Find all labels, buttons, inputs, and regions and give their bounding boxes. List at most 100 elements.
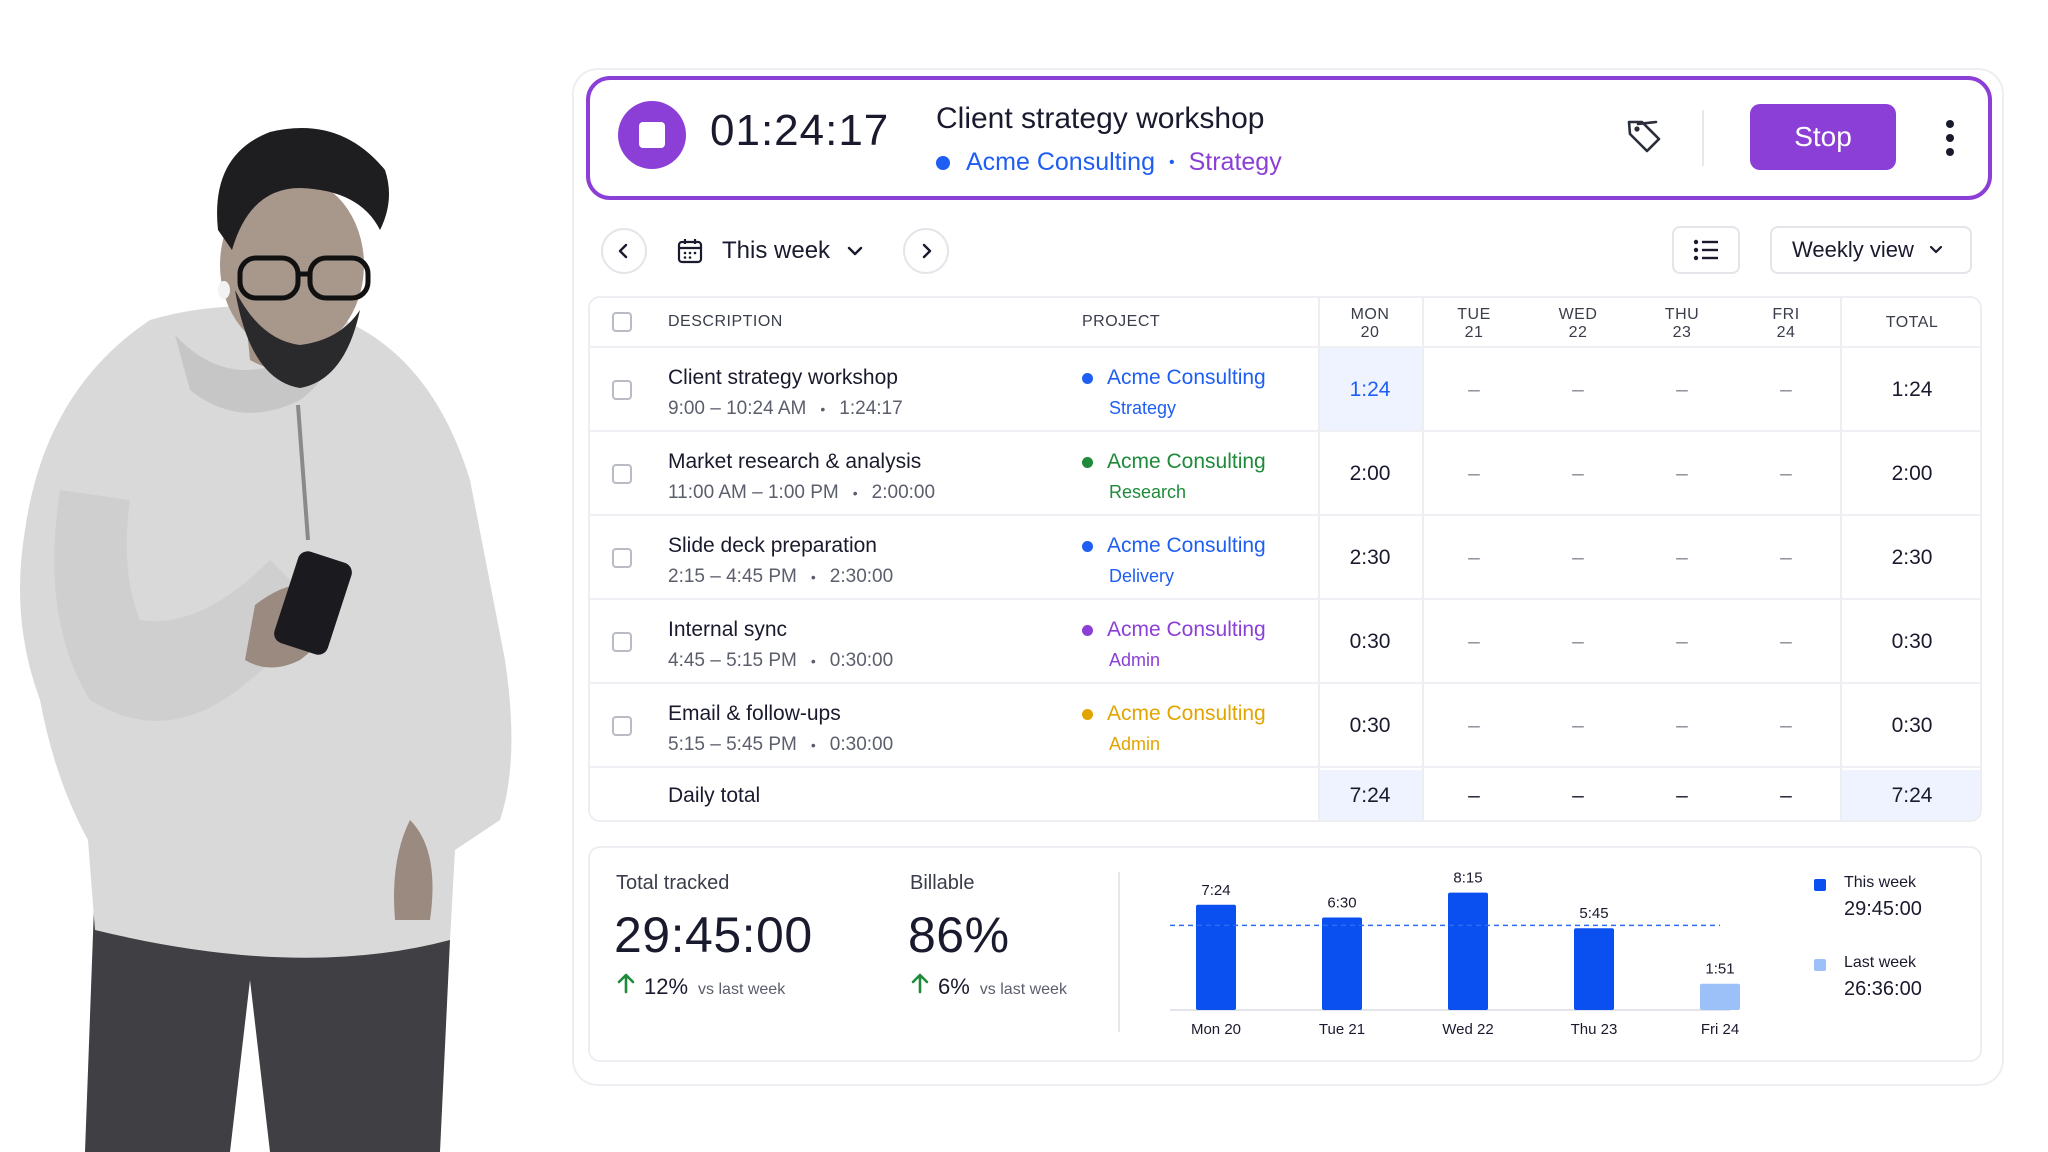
calendar-icon (677, 239, 703, 264)
timer-description[interactable]: Client strategy workshop (936, 102, 1265, 135)
day-header-thu: THU 23 (1664, 306, 1700, 341)
entry-day-cell[interactable]: – (1572, 630, 1584, 653)
entry-day-cell[interactable]: – (1676, 630, 1688, 653)
list-icon (1693, 239, 1718, 261)
stop-button[interactable]: Stop (1750, 104, 1896, 170)
entry-day-cell[interactable]: – (1468, 630, 1480, 653)
entry-day-cell[interactable]: – (1572, 546, 1584, 569)
table-row[interactable]: Email & follow-ups 5:15 – 5:45 PM • 0:30:00… (590, 684, 1980, 768)
entry-task: Strategy (1109, 398, 1177, 418)
week-total-highlight (1842, 770, 1980, 820)
row-checkbox[interactable] (612, 548, 632, 568)
person-photo (20, 127, 512, 1152)
entry-day-cell[interactable]: – (1780, 714, 1792, 737)
entry-day-cell[interactable]: – (1780, 546, 1792, 569)
entry-day-cell[interactable]: – (1676, 546, 1688, 569)
week-range-picker[interactable]: This week (676, 228, 864, 274)
day-header-tue: TUE 21 (1457, 306, 1491, 341)
row-checkbox[interactable] (612, 380, 632, 400)
chart-bar[interactable] (1448, 892, 1488, 1010)
entry-day-cell[interactable]: – (1468, 462, 1480, 485)
entry-day-cell[interactable]: – (1676, 462, 1688, 485)
entry-day-cell[interactable]: 1:24 (1349, 378, 1391, 401)
legend-swatch (1814, 959, 1826, 971)
entry-day-cell[interactable]: – (1676, 378, 1688, 401)
entry-project[interactable]: Acme Consulting (1082, 450, 1266, 474)
entry-day-cell[interactable]: – (1780, 462, 1792, 485)
entry-project[interactable]: Acme Consulting (1082, 618, 1266, 642)
entry-time-range: 4:45 – 5:15 PM • 0:30:00 (668, 650, 894, 671)
entry-task: Admin (1109, 734, 1161, 754)
entry-total: 1:24 (1891, 378, 1933, 401)
entry-day-cell[interactable]: – (1572, 378, 1584, 401)
separator-dot: • (1168, 153, 1175, 171)
entry-day-cell[interactable]: – (1780, 378, 1792, 401)
chevron-right-icon (922, 243, 932, 259)
billable-value: 86% (908, 907, 1010, 963)
row-checkbox[interactable] (612, 464, 632, 484)
entry-day-cell[interactable]: – (1780, 630, 1792, 653)
chart-category-label: Wed 22 (1442, 1021, 1493, 1038)
time-entries-table: DESCRIPTION PROJECT MON 20 TUE 21 WED 22 TH… (588, 296, 1982, 822)
list-view-button[interactable] (1672, 226, 1740, 274)
entry-day-cell[interactable]: – (1572, 462, 1584, 485)
more-options-icon[interactable] (1940, 116, 1960, 160)
total-tracked-change-pct: 12% (644, 974, 689, 999)
billable-change-note: vs last week (979, 981, 1067, 998)
daily-total-wed: – (1572, 784, 1584, 807)
entry-project[interactable]: Acme Consulting (1082, 534, 1266, 558)
entry-project[interactable]: Acme Consulting (1082, 366, 1266, 390)
billable-change-pct: 6% (938, 974, 970, 999)
stop-square-icon (639, 122, 665, 148)
legend-swatch (1814, 879, 1826, 891)
chart-bar[interactable] (1196, 904, 1236, 1010)
entry-day-cell[interactable]: 0:30 (1349, 714, 1391, 737)
weekly-summary-card: Total tracked 29:45:00 12% vs last week … (588, 846, 1982, 1062)
billable-change: 6% vs last week (910, 972, 1067, 1000)
tag-icon[interactable] (1624, 116, 1664, 156)
table-row[interactable]: Internal sync 4:45 – 5:15 PM • 0:30:00 Acme … (590, 600, 1980, 684)
chart-value-label: 1:51 (1705, 961, 1734, 978)
row-checkbox[interactable] (612, 632, 632, 652)
week-range-label: This week (722, 237, 831, 264)
entry-day-cell[interactable]: 0:30 (1349, 630, 1391, 653)
entry-task: Research (1109, 482, 1187, 502)
entry-day-cell[interactable]: 2:30 (1349, 546, 1391, 569)
entry-day-cell[interactable]: – (1676, 714, 1688, 737)
entry-description: Email & follow-ups (668, 702, 841, 725)
entry-day-cell[interactable]: – (1572, 714, 1584, 737)
chart-bar[interactable] (1574, 928, 1614, 1010)
entry-total: 2:30 (1891, 546, 1933, 569)
row-checkbox[interactable] (612, 716, 632, 736)
chart-value-label: 7:24 (1201, 882, 1230, 899)
entry-day-cell[interactable]: 2:00 (1349, 462, 1391, 485)
day-header-mon: MON 20 (1350, 306, 1390, 341)
project-color-dot (1082, 540, 1093, 552)
daily-total-fri: – (1780, 784, 1792, 807)
stop-timer-icon-button[interactable] (618, 101, 686, 169)
previous-week-button[interactable] (601, 228, 647, 274)
table-row[interactable]: Slide deck preparation 2:15 – 4:45 PM • 2:3… (590, 516, 1980, 600)
select-all-checkbox[interactable] (612, 312, 632, 332)
entry-description: Client strategy workshop (668, 366, 898, 389)
timer-project-meta[interactable]: Acme Consulting • Strategy (936, 148, 1282, 177)
project-header: PROJECT (1082, 313, 1161, 330)
entry-day-cell[interactable]: – (1468, 378, 1480, 401)
table-row[interactable]: Market research & analysis 11:00 AM – 1:0… (590, 432, 1980, 516)
entry-project[interactable]: Acme Consulting (1082, 702, 1266, 726)
entry-total: 0:30 (1891, 630, 1933, 653)
view-mode-label: Weekly view (1792, 237, 1914, 262)
entry-time-range: 9:00 – 10:24 AM • 1:24:17 (668, 398, 903, 419)
table-row[interactable]: Client strategy workshop 9:00 – 10:24 AM •… (590, 348, 1980, 432)
legend-this-week-value: 29:45:00 (1844, 898, 1922, 920)
entry-day-cell[interactable]: – (1468, 714, 1480, 737)
description-header: DESCRIPTION (668, 313, 783, 330)
entry-total: 2:00 (1891, 462, 1933, 485)
entry-day-cell[interactable]: – (1468, 546, 1480, 569)
entry-description: Slide deck preparation (668, 534, 877, 557)
view-mode-select[interactable]: Weekly view (1770, 226, 1972, 274)
chart-bar[interactable] (1700, 983, 1740, 1010)
chart-bar[interactable] (1322, 917, 1362, 1010)
next-week-button[interactable] (903, 228, 949, 274)
project-color-dot (1082, 456, 1093, 468)
